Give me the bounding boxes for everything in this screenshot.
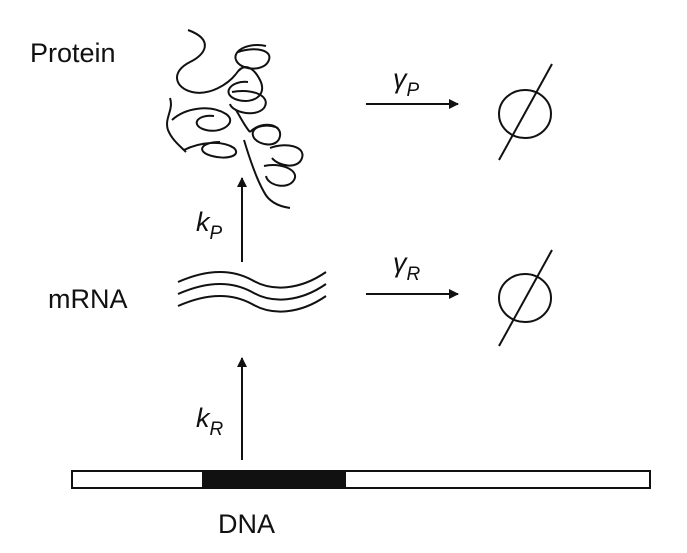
protein-icon xyxy=(166,29,304,209)
protein-empty-set-icon xyxy=(498,63,553,161)
dna-bar xyxy=(71,470,651,489)
translation-rate-label: kP xyxy=(196,207,223,244)
protein-label: Protein xyxy=(30,38,116,68)
protein-decay-rate-label: γP xyxy=(393,64,420,101)
gene-segment xyxy=(202,471,346,488)
mrna-empty-set-icon xyxy=(498,249,553,347)
mrna-decay-rate-label: γR xyxy=(393,248,421,285)
mrna-label: mRNA xyxy=(48,284,128,314)
mrna-icon xyxy=(177,270,327,313)
dna-label: DNA xyxy=(218,509,275,539)
transcription-rate-label: kR xyxy=(196,403,224,440)
